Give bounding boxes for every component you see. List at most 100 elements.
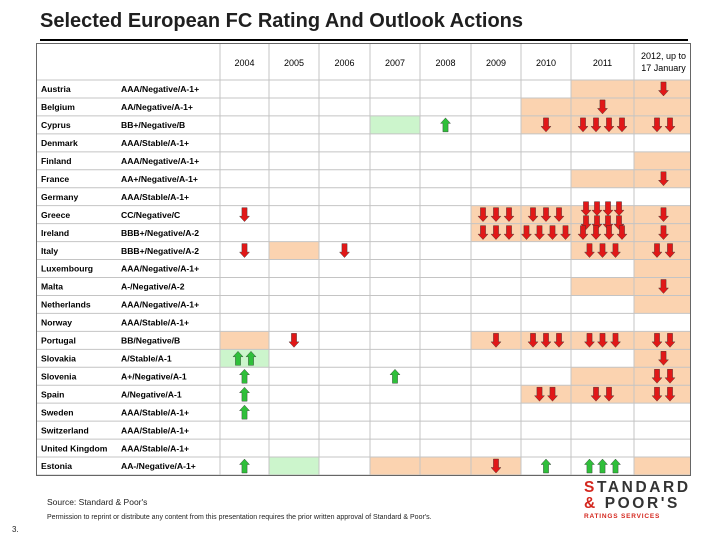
downgrade-arrow-icon	[597, 333, 608, 348]
downgrade-arrow-icon	[591, 201, 603, 216]
downgrade-arrow-icon	[477, 225, 489, 240]
downgrade-arrow-icon	[540, 333, 552, 348]
downgrade-arrow-icon	[527, 207, 539, 222]
country-name: Italy	[41, 246, 58, 256]
rating-value: BB+/Negative/B	[121, 120, 185, 130]
downgrade-arrow-icon	[339, 243, 350, 258]
downgrade-arrow-icon	[658, 81, 669, 97]
downgrade-arrow-icon	[610, 243, 621, 258]
country-name: Germany	[41, 192, 78, 202]
downgrade-arrow-icon	[477, 207, 489, 222]
downgrade-arrow-icon	[490, 458, 502, 474]
downgrade-arrow-icon	[651, 243, 663, 258]
country-name: Slovakia	[41, 353, 76, 363]
rating-value: A/Stable/A-1	[121, 353, 172, 363]
shaded-cell	[571, 367, 634, 386]
downgrade-arrow-icon	[580, 201, 592, 216]
upgrade-arrow-icon	[540, 458, 552, 474]
table-row-united-kingdom: United Kingdom AAA/Stable/A-1+	[41, 443, 189, 453]
rating-value: AAA/Negative/A-1+	[121, 264, 199, 274]
downgrade-arrow-icon	[547, 225, 558, 240]
logo-standard: TANDARD	[596, 479, 691, 496]
column-header: 2006	[334, 58, 354, 68]
shaded-cell	[634, 457, 690, 475]
downgrade-arrow-icon	[503, 207, 515, 222]
table-row-ireland: Ireland BBB+/Negative/A-2	[41, 225, 669, 240]
upgrade-arrow-icon	[610, 458, 621, 474]
country-name: Norway	[41, 318, 72, 328]
downgrade-arrow-icon	[239, 207, 250, 222]
table-row-luxembourg: Luxembourg AAA/Negative/A-1+	[41, 264, 199, 274]
downgrade-arrow-icon	[584, 243, 595, 258]
table-row-portugal: Portugal BB/Negative/B	[41, 333, 676, 348]
country-name: Sweden	[41, 407, 73, 417]
rating-value: AAA/Stable/A-1+	[121, 443, 189, 453]
downgrade-arrow-icon	[616, 117, 628, 133]
country-name: Spain	[41, 389, 64, 399]
shaded-cell	[634, 259, 690, 278]
upgrade-arrow-icon	[239, 386, 250, 402]
logo-ampersand: &	[584, 495, 598, 512]
shaded-cell	[269, 241, 319, 260]
table-row-belgium: Belgium AA/Negative/A-1+	[41, 99, 608, 115]
downgrade-arrow-icon	[239, 243, 250, 258]
rating-value: AAA/Negative/A-1+	[121, 84, 199, 94]
downgrade-arrow-icon	[590, 387, 602, 402]
upgrade-arrow-icon	[584, 458, 595, 474]
shaded-cell	[571, 277, 634, 296]
ratings-table: 2004 2005 2006 2007 2008 2009 2010 2011 2012, up…	[36, 43, 691, 476]
rating-value: BBB+/Negative/A-2	[121, 228, 199, 238]
downgrade-arrow-icon	[603, 387, 615, 402]
column-header: 2004	[234, 58, 254, 68]
table-row-germany: Germany AAA/Stable/A-1+	[41, 192, 189, 202]
downgrade-arrow-icon	[658, 225, 669, 240]
shaded-cell	[634, 331, 690, 350]
upgrade-arrow-icon	[239, 368, 250, 384]
rating-value: AAA/Stable/A-1+	[121, 138, 189, 148]
sp-logo: STANDARD & POOR'S RATINGS SERVICES	[584, 480, 704, 525]
rating-value: AA-/Negative/A-1+	[121, 461, 196, 471]
downgrade-arrow-icon	[547, 387, 558, 402]
country-name: Austria	[41, 84, 71, 94]
title-underline	[40, 39, 688, 41]
upgrade-arrow-icon	[245, 350, 257, 366]
downgrade-arrow-icon	[560, 225, 571, 240]
ratings-grid: 2004 2005 2006 2007 2008 2009 2010 2011 2012, up…	[37, 44, 690, 475]
source-note: Source: Standard & Poor's	[47, 497, 148, 507]
downgrade-arrow-icon	[490, 225, 502, 240]
table-row-estonia: Estonia AA-/Negative/A-1+	[41, 458, 621, 474]
country-name: Estonia	[41, 461, 72, 471]
downgrade-arrow-icon	[553, 333, 565, 348]
logo-ratings-services: RATINGS SERVICES	[584, 513, 661, 520]
downgrade-arrow-icon	[658, 279, 669, 294]
column-header: 2008	[435, 58, 455, 68]
downgrade-arrow-icon	[490, 207, 502, 222]
shaded-cell	[634, 115, 690, 134]
rating-value: BBB+/Negative/A-2	[121, 246, 199, 256]
rating-value: AAA/Negative/A-1+	[121, 156, 199, 166]
shaded-cell	[370, 457, 420, 475]
column-header: 2007	[385, 58, 405, 68]
downgrade-arrow-icon	[490, 333, 502, 348]
rating-value: A+/Negative/A-1	[121, 371, 187, 381]
rating-value: AA+/Negative/A-1+	[121, 174, 198, 184]
downgrade-arrow-icon	[590, 117, 602, 133]
downgrade-arrow-icon	[664, 243, 676, 258]
shaded-cell	[571, 80, 634, 98]
downgrade-arrow-icon	[651, 369, 663, 384]
downgrade-arrow-icon	[664, 117, 676, 133]
column-header: 2005	[284, 58, 304, 68]
shaded-cell	[370, 115, 420, 134]
rating-value: AAA/Stable/A-1+	[121, 425, 189, 435]
downgrade-arrow-icon	[658, 207, 669, 222]
downgrade-arrow-icon	[664, 369, 676, 384]
downgrade-arrow-icon	[534, 225, 545, 240]
rating-value: A-/Negative/A-2	[121, 282, 185, 292]
downgrade-arrow-icon	[616, 225, 628, 240]
shaded-cell	[220, 331, 269, 350]
downgrade-arrow-icon	[527, 333, 539, 348]
rating-value: AA/Negative/A-1+	[121, 102, 193, 112]
table-row-cyprus: Cyprus BB+/Negative/B	[41, 117, 676, 133]
table-row-slovakia: Slovakia A/Stable/A-1	[41, 350, 669, 366]
shaded-cell	[269, 457, 319, 475]
